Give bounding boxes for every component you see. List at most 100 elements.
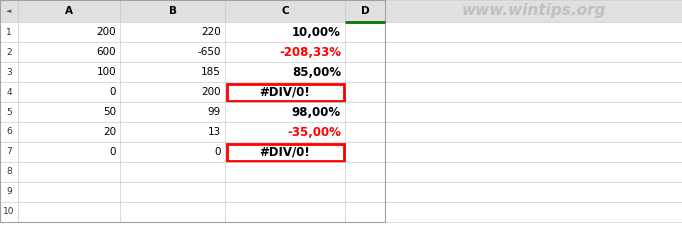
Bar (0, 202, 18, 222)
Text: 99: 99 (208, 107, 221, 117)
Bar (225, 42, 345, 62)
Bar (225, 0, 345, 22)
Bar (225, 62, 345, 82)
Bar (385, 0, 682, 22)
Bar (120, 82, 225, 102)
Text: 100: 100 (96, 67, 116, 77)
Bar (0, 62, 18, 82)
Text: 200: 200 (201, 87, 221, 97)
Text: 9: 9 (6, 187, 12, 196)
Text: 98,00%: 98,00% (292, 105, 341, 118)
Bar (385, 62, 682, 82)
Bar (385, 82, 682, 102)
Text: 85,00%: 85,00% (292, 65, 341, 78)
Bar (0, 0, 18, 22)
Bar (0, 142, 18, 162)
Bar (385, 102, 682, 122)
Text: D: D (361, 6, 370, 16)
Bar (18, 42, 120, 62)
Bar (385, 182, 682, 202)
Bar (18, 62, 120, 82)
Text: -35,00%: -35,00% (287, 126, 341, 138)
Bar (225, 122, 345, 142)
Bar (385, 42, 682, 62)
Text: 20: 20 (103, 127, 116, 137)
Bar (18, 82, 120, 102)
Bar (0, 22, 18, 42)
Text: 10,00%: 10,00% (292, 26, 341, 38)
Text: 8: 8 (6, 168, 12, 177)
Bar (345, 142, 385, 162)
Text: www.wintips.org: www.wintips.org (461, 3, 606, 18)
Text: A: A (65, 6, 73, 16)
Bar (345, 162, 385, 182)
Bar (0, 182, 18, 202)
Text: 600: 600 (96, 47, 116, 57)
Bar (225, 162, 345, 182)
Bar (120, 122, 225, 142)
Text: 3: 3 (6, 68, 12, 77)
Text: 185: 185 (201, 67, 221, 77)
Text: 0: 0 (215, 147, 221, 157)
Bar (385, 202, 682, 222)
Bar (225, 82, 345, 102)
Bar (120, 182, 225, 202)
Bar (120, 62, 225, 82)
Bar (120, 42, 225, 62)
Bar (0, 122, 18, 142)
Text: -208,33%: -208,33% (279, 46, 341, 59)
Bar (120, 22, 225, 42)
Text: C: C (281, 6, 288, 16)
Bar (120, 102, 225, 122)
Bar (345, 182, 385, 202)
Text: 4: 4 (6, 87, 12, 96)
Bar (345, 102, 385, 122)
Bar (18, 0, 120, 22)
Text: 2: 2 (6, 47, 12, 56)
Bar (225, 182, 345, 202)
Bar (226, 143, 344, 160)
Bar (385, 162, 682, 182)
Bar (385, 142, 682, 162)
Bar (18, 142, 120, 162)
Bar (0, 102, 18, 122)
Bar (120, 162, 225, 182)
Bar (385, 122, 682, 142)
Bar (385, 22, 682, 42)
Text: 7: 7 (6, 147, 12, 156)
Text: -650: -650 (198, 47, 221, 57)
Bar (120, 0, 225, 22)
Bar (345, 202, 385, 222)
Text: 5: 5 (6, 108, 12, 117)
Text: ◄: ◄ (6, 8, 12, 14)
Text: #DIV/0!: #DIV/0! (260, 146, 310, 159)
Text: 13: 13 (208, 127, 221, 137)
Bar (225, 202, 345, 222)
Bar (225, 22, 345, 42)
Bar (345, 82, 385, 102)
Text: 200: 200 (96, 27, 116, 37)
Bar (0, 0, 385, 222)
Bar (345, 42, 385, 62)
Bar (345, 122, 385, 142)
Text: 6: 6 (6, 128, 12, 137)
Text: 1: 1 (6, 27, 12, 36)
Bar (18, 22, 120, 42)
Bar (18, 122, 120, 142)
Text: 0: 0 (110, 87, 116, 97)
Bar (345, 0, 385, 22)
Bar (345, 62, 385, 82)
Bar (120, 142, 225, 162)
Bar (225, 142, 345, 162)
Text: 50: 50 (103, 107, 116, 117)
Text: #DIV/0!: #DIV/0! (260, 86, 310, 99)
Bar (120, 202, 225, 222)
Text: 10: 10 (3, 208, 15, 217)
Bar (345, 22, 385, 42)
Text: 0: 0 (110, 147, 116, 157)
Text: 220: 220 (201, 27, 221, 37)
Bar (18, 102, 120, 122)
Bar (18, 202, 120, 222)
Bar (18, 162, 120, 182)
Bar (0, 42, 18, 62)
